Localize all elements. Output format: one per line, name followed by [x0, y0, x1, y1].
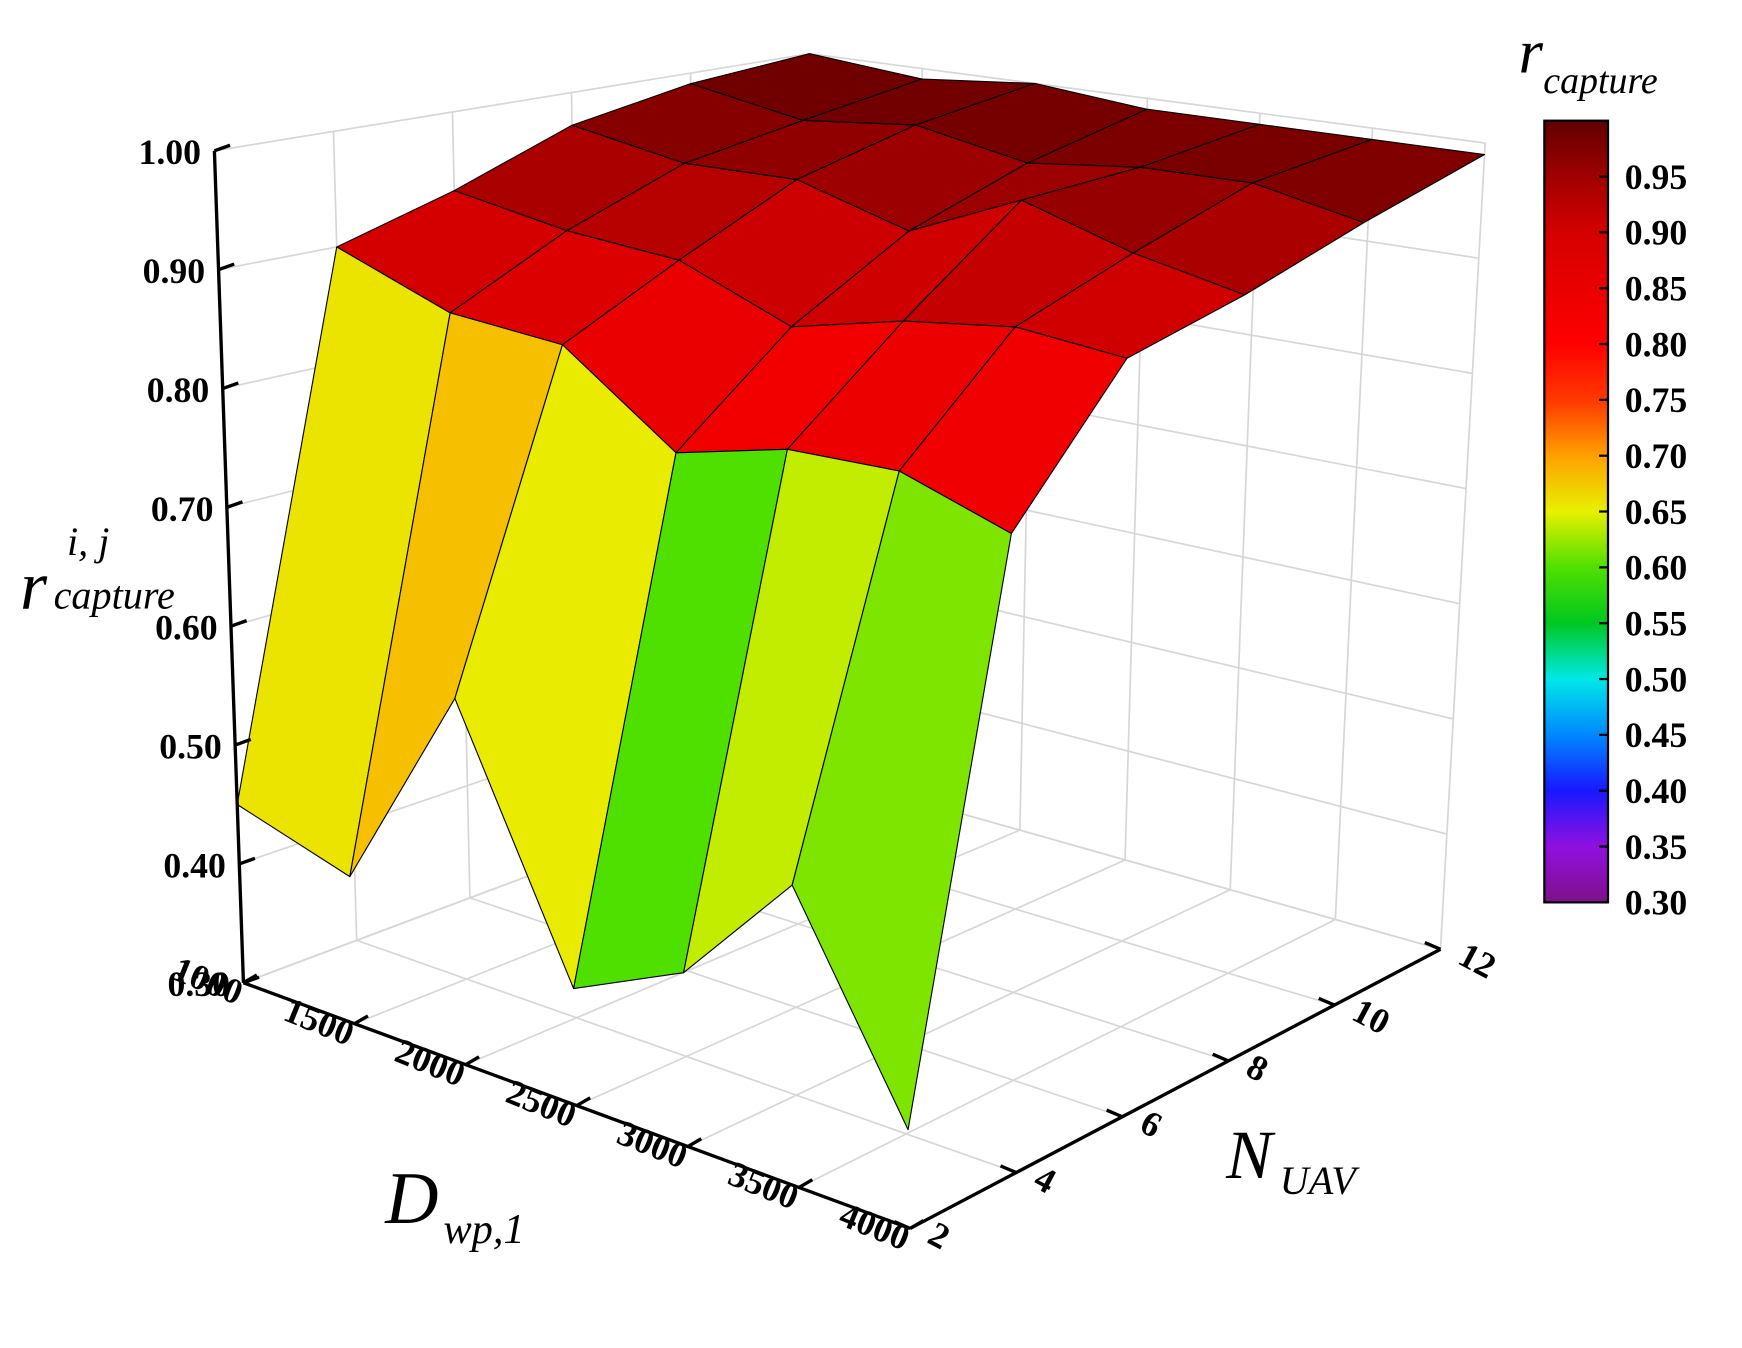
colorbar-tick-label: 0.50 [1625, 659, 1688, 699]
z-tick-label: 0.60 [155, 608, 218, 648]
x-axis-label-main: D [384, 1157, 438, 1239]
tick-mark [999, 1164, 1017, 1175]
colorbar-tick-label: 0.45 [1625, 715, 1688, 755]
axis-line [909, 947, 1442, 1230]
tick-mark [353, 1014, 369, 1026]
grid-line [687, 888, 1231, 1148]
tick-mark [909, 1219, 925, 1230]
surface-patch [791, 470, 1012, 1131]
grid-line [214, 52, 810, 152]
tick-mark [1424, 941, 1442, 951]
tick-mark [575, 1096, 592, 1108]
y-axis-label: N UAV [1225, 1116, 1360, 1203]
colorbar-tick-label: 0.35 [1625, 827, 1688, 867]
z-tick-label: 0.80 [147, 370, 210, 410]
x-tick-label: 3500 [723, 1153, 804, 1217]
tick-mark [230, 619, 248, 628]
colorbar-tick-label: 0.40 [1625, 771, 1688, 811]
z-axis-label-superscript: i, j [67, 519, 109, 564]
tick-mark [226, 500, 244, 509]
tick-mark [217, 262, 235, 272]
grid-line [798, 918, 1336, 1189]
y-tick-label: 12 [1452, 934, 1502, 986]
tick-mark [1212, 1052, 1229, 1063]
colorbar-tick-label: 0.75 [1625, 380, 1688, 420]
grid-line [1439, 142, 1487, 950]
z-tick-label: 0.30 [168, 964, 231, 1004]
colorbar-tick-label: 0.70 [1625, 436, 1688, 476]
z-tick-label: 0.40 [163, 845, 226, 885]
tick-mark [238, 856, 256, 866]
x-tick-label: 2500 [501, 1071, 582, 1135]
tick-mark [1318, 996, 1336, 1007]
colorbar-tick-label: 0.80 [1625, 324, 1688, 364]
colorbar-label-subscript: capture [1543, 60, 1658, 102]
z-axis-label-main: r [20, 547, 48, 624]
colorbar-tick-label: 0.90 [1625, 213, 1688, 253]
tick-mark [1105, 1108, 1123, 1119]
y-tick-label: 10 [1346, 990, 1396, 1042]
tick-mark [213, 143, 231, 153]
tick-mark [798, 1178, 814, 1189]
colorbar-tick-label: 0.60 [1625, 548, 1688, 588]
x-tick-label: 1500 [279, 990, 360, 1054]
x-tick-label: 2000 [390, 1031, 471, 1095]
z-tick-label: 0.70 [151, 489, 214, 529]
colorbar-tick-label: 0.95 [1625, 157, 1688, 197]
x-tick-label: 3000 [612, 1112, 693, 1176]
colorbar-tick-label: 0.55 [1625, 603, 1688, 643]
x-axis-label-subscript: wp,1 [443, 1206, 524, 1253]
z-tick-label: 0.90 [143, 251, 206, 291]
y-axis-label-main: N [1225, 1116, 1276, 1193]
colorbar-label-main: r [1519, 17, 1544, 87]
colorbar-label: rcapture [1519, 17, 1658, 102]
tick-mark [242, 975, 260, 985]
grid-line [1334, 128, 1374, 920]
grid-line [809, 52, 1486, 144]
z-axis-label: r i, j capture [20, 519, 175, 624]
z-tick-label: 1.00 [138, 132, 201, 172]
tick-mark [222, 381, 239, 391]
tick-mark [234, 737, 252, 747]
tick-mark [687, 1137, 703, 1148]
tick-mark [893, 1220, 911, 1230]
colorbar-tick-label: 0.30 [1625, 883, 1688, 923]
y-axis-label-subscript: UAV [1280, 1158, 1361, 1203]
z-axis-label-subscript: capture [54, 573, 175, 618]
colorbar [1543, 119, 1610, 904]
colorbar-tick-label: 0.65 [1625, 492, 1688, 532]
tick-mark [464, 1055, 480, 1067]
z-tick-label: 0.50 [159, 726, 222, 766]
colorbar-tick-label: 0.85 [1625, 268, 1688, 308]
axis-line [212, 150, 246, 983]
